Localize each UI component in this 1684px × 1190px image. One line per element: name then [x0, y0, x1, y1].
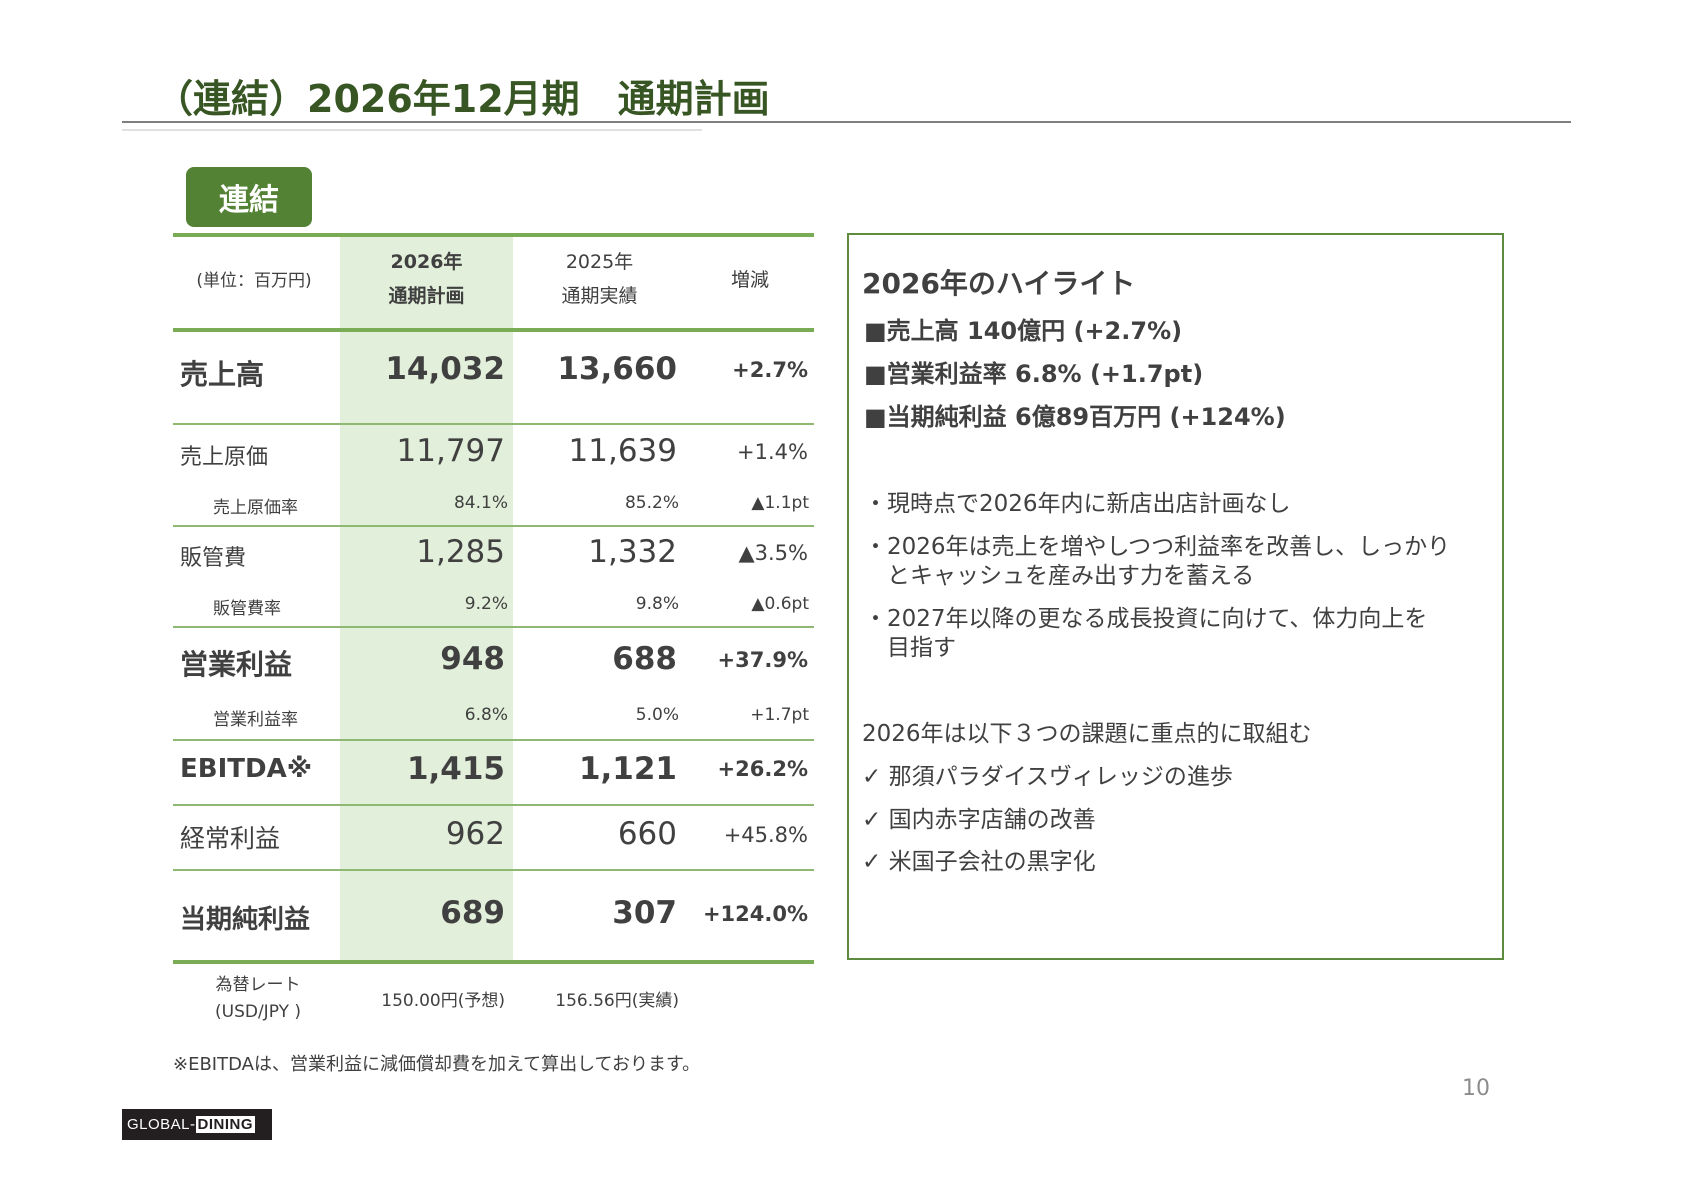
bullet-item-cont: 目指す [887, 635, 956, 661]
row-label: 売上原価 [180, 445, 269, 470]
fx-pair: (USD/JPY ) [215, 1002, 301, 1022]
company-logo: GLOBAL- DINING [122, 1109, 272, 1140]
row-divider [173, 626, 814, 628]
page-number: 10 [1462, 1076, 1490, 1101]
plan-value: 84.1% [453, 493, 508, 513]
row-divider [173, 525, 814, 527]
bullet-item-cont: とキャッシュを産み出す力を蓄える [887, 563, 1255, 589]
header-change: 増減 [730, 269, 769, 291]
plan-column-highlight [340, 235, 513, 962]
actual-value: 1,332 [588, 534, 677, 570]
plan-value: 1,415 [406, 751, 505, 787]
header-bottom-border [173, 328, 814, 332]
highlights-heading: 2026年のハイライト [862, 267, 1136, 300]
change-value: ▲0.6pt [751, 594, 809, 614]
focus-item: ✓ 那須パラダイスヴィレッジの進歩 [862, 764, 1233, 790]
fx-label: 為替レート [215, 975, 301, 995]
plan-value: 948 [440, 641, 505, 677]
change-value: +1.4% [737, 440, 808, 464]
highlights-panel: 2026年のハイライト ■売上高 140億円 (+2.7%) ■営業利益率 6.… [847, 233, 1504, 960]
key-point: ■営業利益率 6.8% (+1.7pt) [864, 360, 1204, 388]
header-2026-plan: 通期計画 [388, 285, 465, 307]
header-2025-year: 2025年 [565, 251, 634, 273]
ebitda-footnote: ※EBITDAは、営業利益に減価償却費を加えて算出しております。 [173, 1054, 701, 1075]
actual-value: 9.8% [635, 594, 679, 614]
row-label: 売上原価率 [213, 498, 298, 518]
actual-value: 1,121 [578, 751, 677, 787]
row-label: 売上高 [180, 358, 265, 391]
plan-value: 962 [445, 816, 505, 852]
plan-value: 9.2% [464, 594, 508, 614]
change-value: +124.0% [702, 902, 808, 926]
change-value: +1.7pt [750, 705, 809, 725]
actual-value: 688 [612, 641, 677, 677]
row-divider [173, 804, 814, 806]
row-label: 販管費率 [213, 599, 281, 619]
page-title: （連結）2026年12月期 通期計画 [155, 77, 770, 121]
header-2025-actual: 通期実績 [561, 285, 638, 307]
key-point: ■売上高 140億円 (+2.7%) [864, 317, 1183, 345]
plan-value: 11,797 [396, 433, 505, 469]
focus-item: ✓ 米国子会社の黒字化 [862, 849, 1096, 875]
table-bottom-border [173, 960, 814, 964]
change-value: ▲3.5% [738, 541, 808, 565]
row-label: 販管費 [180, 546, 247, 571]
actual-value: 660 [617, 816, 677, 852]
row-label: 営業利益率 [213, 710, 298, 730]
actual-value: 307 [612, 895, 677, 931]
plan-value: 6.8% [464, 705, 508, 725]
change-value: +37.9% [717, 648, 808, 672]
plan-value: 14,032 [385, 351, 505, 387]
plan-value: 1,285 [416, 534, 505, 570]
header-2026-year: 2026年 [390, 251, 463, 273]
row-label: 経常利益 [180, 824, 281, 853]
bullet-item: ・2027年以降の更なる成長投資に向けて、体力向上を [864, 606, 1428, 632]
row-divider [173, 869, 814, 871]
title-divider [122, 121, 1571, 123]
fx-plan-value: 150.00円(予想) [381, 991, 505, 1011]
change-value: +26.2% [717, 757, 808, 781]
actual-value: 85.2% [624, 493, 679, 513]
fx-actual-value: 156.56円(実績) [555, 991, 679, 1011]
change-value: +45.8% [723, 823, 808, 847]
row-label: EBITDA※ [180, 754, 312, 784]
actual-value: 11,639 [568, 433, 677, 469]
bullet-item: ・2026年は売上を増やしつつ利益率を改善し、しっかり [864, 534, 1451, 560]
row-label: 営業利益 [180, 648, 293, 681]
actual-value: 5.0% [635, 705, 679, 725]
row-divider [173, 423, 814, 425]
key-point: ■当期純利益 6億89百万円 (+124%) [864, 403, 1286, 431]
plan-value: 689 [440, 895, 505, 931]
row-label: 当期純利益 [180, 905, 311, 935]
focus-intro: 2026年は以下３つの課題に重点的に取組む [862, 721, 1312, 747]
actual-value: 13,660 [557, 351, 677, 387]
table-top-border [173, 233, 814, 237]
change-value: ▲1.1pt [751, 493, 809, 513]
row-divider [173, 739, 814, 741]
bullet-item: ・現時点で2026年内に新店出店計画なし [864, 491, 1291, 517]
unit-label: (単位：百万円) [196, 271, 312, 291]
consolidated-badge: 連結 [186, 167, 312, 227]
change-value: +2.7% [732, 358, 808, 382]
focus-item: ✓ 国内赤字店舗の改善 [862, 807, 1096, 833]
title-subdivider [122, 129, 702, 131]
